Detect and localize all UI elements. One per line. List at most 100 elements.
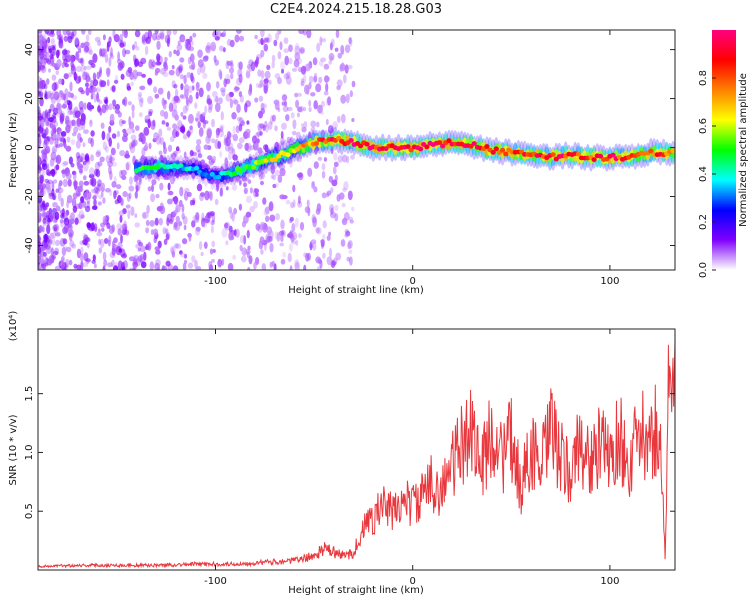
- noise-speckle: [109, 251, 116, 259]
- noise-speckle: [160, 156, 164, 162]
- noise-speckle: [161, 265, 168, 270]
- noise-speckle: [99, 48, 103, 57]
- noise-speckle: [42, 266, 46, 270]
- noise-speckle: [41, 183, 47, 190]
- noise-speckle: [125, 150, 129, 157]
- noise-speckle: [109, 156, 116, 162]
- noise-speckle: [67, 72, 73, 78]
- noise-speckle: [147, 95, 154, 105]
- noise-speckle: [83, 129, 89, 135]
- noise-speckle: [211, 258, 215, 263]
- noise-speckle: [183, 151, 187, 159]
- x-tick-label: -100: [204, 276, 227, 287]
- noise-speckle: [329, 211, 336, 219]
- noise-speckle: [38, 211, 41, 219]
- ridge-mark: [503, 151, 509, 157]
- noise-speckle: [189, 149, 194, 157]
- noise-speckle: [173, 210, 177, 217]
- noise-speckle: [330, 38, 335, 48]
- noise-speckle: [80, 253, 84, 263]
- noise-speckle: [74, 110, 81, 119]
- noise-speckle: [231, 112, 237, 120]
- noise-speckle: [187, 99, 191, 107]
- noise-speckle: [181, 212, 185, 220]
- noise-speckle: [42, 140, 48, 149]
- noise-speckle: [91, 205, 98, 210]
- noise-speckle: [68, 156, 73, 165]
- noise-speckle: [228, 146, 234, 154]
- noise-speckle: [182, 238, 188, 245]
- noise-speckle: [129, 144, 136, 154]
- noise-speckle: [280, 234, 284, 242]
- noise-speckle: [345, 93, 350, 104]
- noise-speckle: [119, 150, 126, 157]
- noise-speckle: [188, 237, 192, 242]
- ridge-mark: [575, 151, 582, 157]
- noise-speckle: [313, 161, 319, 169]
- noise-speckle: [116, 142, 120, 150]
- noise-speckle: [88, 49, 93, 55]
- noise-speckle: [315, 83, 322, 93]
- noise-speckle: [84, 205, 91, 213]
- noise-speckle: [275, 182, 279, 188]
- noise-speckle: [183, 259, 188, 265]
- noise-speckle: [63, 217, 70, 226]
- noise-speckle: [249, 205, 255, 213]
- noise-speckle: [219, 45, 224, 52]
- noise-speckle: [207, 131, 212, 142]
- noise-speckle: [238, 117, 244, 127]
- noise-speckle: [176, 126, 181, 131]
- noise-speckle: [110, 147, 116, 156]
- noise-speckle: [189, 125, 193, 131]
- noise-speckle: [183, 83, 190, 94]
- noise-speckle: [329, 42, 333, 51]
- ridge-mark: [471, 141, 477, 146]
- noise-speckle: [55, 188, 60, 193]
- ridge-mark: [597, 153, 604, 159]
- noise-speckle: [321, 100, 325, 108]
- noise-speckle: [107, 262, 113, 268]
- noise-speckle: [48, 213, 55, 220]
- noise-speckle: [75, 156, 82, 165]
- noise-speckle: [320, 110, 325, 115]
- noise-speckle: [83, 102, 87, 110]
- noise-speckle: [275, 32, 280, 41]
- noise-speckle: [128, 142, 134, 150]
- noise-speckle: [340, 239, 346, 247]
- noise-speckle: [74, 106, 79, 113]
- ridge-mark: [670, 148, 675, 154]
- noise-speckle: [327, 76, 331, 82]
- noise-speckle: [95, 187, 100, 194]
- noise-speckle: [155, 61, 162, 66]
- noise-speckle: [213, 55, 217, 63]
- noise-speckle: [246, 229, 250, 239]
- y-tick-label: 0.5: [24, 503, 35, 519]
- noise-speckle: [296, 57, 303, 65]
- noise-speckle: [210, 225, 214, 234]
- noise-speckle: [71, 119, 76, 127]
- noise-speckle: [148, 108, 154, 115]
- noise-speckle: [328, 231, 331, 237]
- noise-speckle: [300, 123, 305, 128]
- noise-speckle: [88, 77, 92, 83]
- noise-speckle: [187, 113, 194, 124]
- noise-speckle: [255, 223, 261, 231]
- noise-speckle: [40, 64, 45, 70]
- noise-speckle: [46, 43, 51, 49]
- noise-speckle: [321, 38, 327, 43]
- noise-speckle: [108, 103, 113, 111]
- noise-speckle: [194, 259, 198, 270]
- noise-speckle: [183, 253, 188, 259]
- noise-speckle: [111, 161, 118, 167]
- noise-speckle: [262, 197, 267, 205]
- noise-speckle: [280, 136, 285, 146]
- noise-speckle: [178, 199, 183, 208]
- noise-speckle: [163, 238, 168, 245]
- noise-speckle: [243, 182, 248, 187]
- noise-speckle: [38, 170, 42, 175]
- noise-speckle: [124, 49, 131, 55]
- noise-speckle: [44, 90, 48, 98]
- noise-speckle: [132, 261, 138, 268]
- noise-speckle: [260, 30, 265, 38]
- noise-speckle: [51, 124, 56, 133]
